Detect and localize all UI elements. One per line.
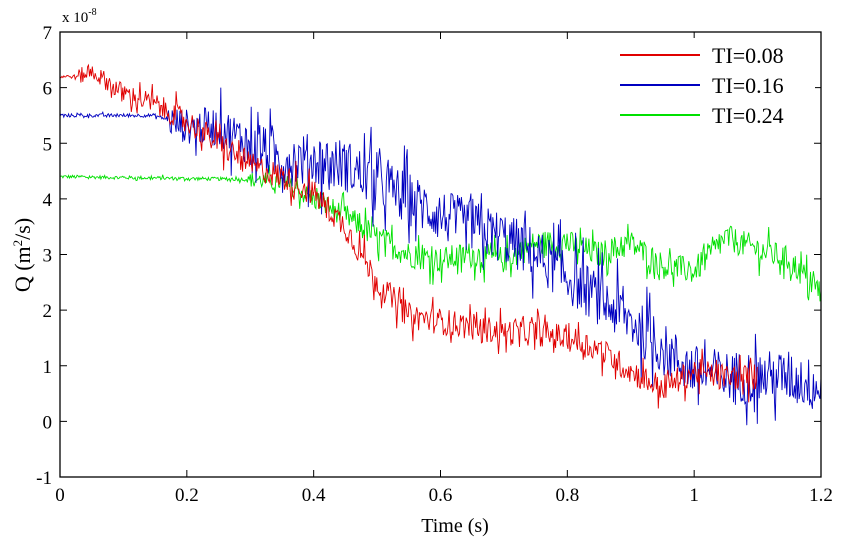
y-axis-label-tail: /s) <box>10 218 35 240</box>
y-tick-label: 5 <box>43 134 53 155</box>
series-line-TI=0.08 <box>59 63 758 409</box>
x-tick-label: 0.8 <box>555 485 579 506</box>
x-tick-label: 0.4 <box>302 485 326 506</box>
y-multiplier-exp: -8 <box>88 7 96 18</box>
x-tick-label: 0.2 <box>175 485 199 506</box>
y-tick-label: 0 <box>43 412 53 433</box>
legend-label: TI=0.24 <box>712 103 784 128</box>
y-tick-label: 2 <box>43 301 53 322</box>
y-tick-label: -1 <box>36 468 52 489</box>
y-multiplier: x 10-8 <box>62 7 97 26</box>
y-axis-label: Q (m2/s) <box>10 218 35 292</box>
legend-label: TI=0.16 <box>712 73 784 98</box>
x-tick-label: 0.6 <box>429 485 453 506</box>
series-line-TI=0.16 <box>59 87 822 426</box>
series-line-TI=0.24 <box>59 164 822 302</box>
x-tick-label: 1 <box>689 485 699 506</box>
y-multiplier-base: x 10 <box>62 10 88 26</box>
x-tick-label: 1.2 <box>809 485 833 506</box>
plot-area <box>59 63 822 426</box>
y-tick-label: 1 <box>43 357 53 378</box>
y-tick-label: 6 <box>43 79 53 100</box>
y-axis-label-main: Q (m <box>10 246 35 292</box>
x-tick-label: 0 <box>55 485 65 506</box>
y-axis-label-sup: 2 <box>10 240 25 247</box>
x-axis-label: Time (s) <box>421 515 489 537</box>
legend: TI=0.08 TI=0.16 TI=0.24 <box>607 38 815 128</box>
y-tick-label: 3 <box>43 246 53 267</box>
y-tick-label: 7 <box>43 23 53 44</box>
y-tick-label: 4 <box>43 190 53 211</box>
legend-box <box>607 38 815 128</box>
legend-label: TI=0.08 <box>712 43 784 68</box>
